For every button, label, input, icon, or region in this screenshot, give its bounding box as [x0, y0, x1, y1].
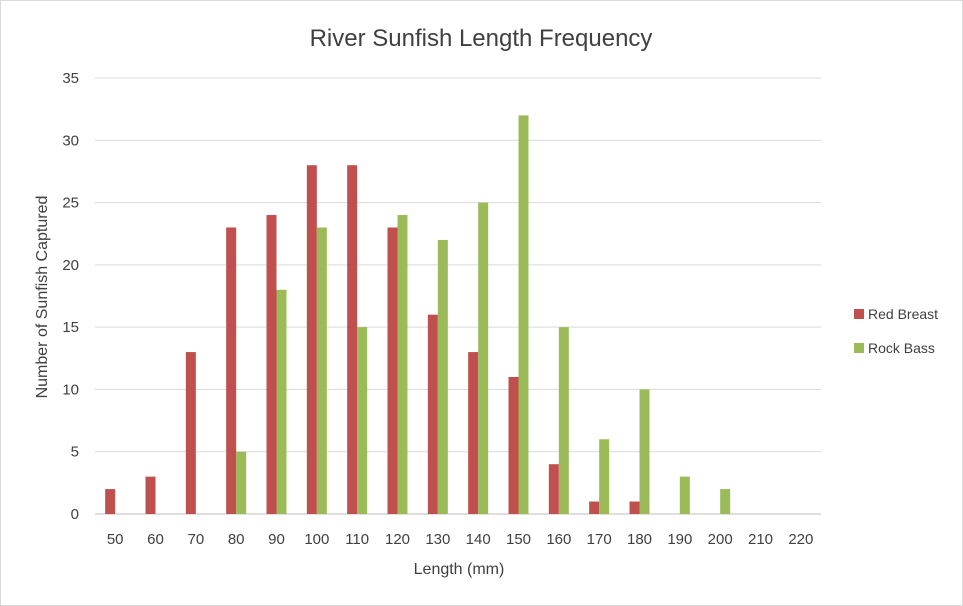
y-tick-label: 25: [62, 195, 79, 212]
bar-red-breast: [548, 464, 559, 514]
bar-red-breast: [508, 376, 519, 514]
bar-red-breast: [226, 227, 237, 514]
bar-red-breast: [468, 352, 479, 514]
x-tick-label: 160: [546, 531, 571, 548]
bar-rock-bass: [357, 327, 368, 514]
x-tick-label: 50: [107, 531, 124, 548]
x-tick-label: 70: [187, 531, 204, 548]
y-tick-label: 30: [62, 132, 79, 149]
y-tick-labels: 0 5 10 15 20 25 30 35: [62, 70, 79, 523]
bar-red-breast: [145, 476, 156, 514]
bar-red-breast: [387, 227, 398, 514]
legend-swatch: [854, 309, 864, 319]
bar-rock-bass: [639, 389, 650, 514]
legend-label: Red Breast: [868, 306, 938, 322]
y-tick-label: 10: [62, 381, 79, 398]
y-tick-label: 15: [62, 319, 79, 336]
y-tick-label: 35: [62, 70, 79, 87]
x-tick-labels: 50 60 70 80 90 100 110 120 130 140 150 160 170 180 190…: [107, 531, 814, 548]
bar-red-breast: [306, 165, 317, 514]
bar-rock-bass: [599, 439, 610, 514]
x-tick-label: 100: [304, 531, 329, 548]
bars: [105, 115, 731, 515]
chart-title: River Sunfish Length Frequency: [310, 25, 653, 52]
x-tick-label: 220: [788, 531, 813, 548]
gridlines: [95, 77, 821, 515]
y-tick-label: 0: [71, 506, 79, 523]
x-tick-label: 170: [587, 531, 612, 548]
bar-red-breast: [105, 489, 116, 514]
x-tick-label: 150: [506, 531, 531, 548]
bar-red-breast: [266, 215, 277, 514]
bar-rock-bass: [720, 489, 731, 514]
x-tick-label: 120: [385, 531, 410, 548]
x-tick-label: 140: [466, 531, 491, 548]
bar-red-breast: [427, 314, 438, 514]
bar-rock-bass: [558, 327, 569, 514]
bar-red-breast: [589, 501, 600, 514]
x-tick-label: 90: [268, 531, 285, 548]
bar-rock-bass: [679, 476, 690, 514]
x-tick-label: 180: [627, 531, 652, 548]
bar-rock-bass: [236, 451, 247, 514]
bar-red-breast: [629, 501, 640, 514]
y-tick-label: 20: [62, 257, 79, 274]
x-tick-label: 190: [667, 531, 692, 548]
bar-rock-bass: [397, 215, 408, 514]
x-axis-label: Length (mm): [414, 561, 505, 578]
x-tick-label: 130: [425, 531, 450, 548]
x-tick-label: 200: [708, 531, 733, 548]
bar-rock-bass: [316, 227, 327, 514]
bar-red-breast: [185, 352, 196, 514]
x-tick-label: 60: [147, 531, 164, 548]
legend-label: Rock Bass: [868, 340, 935, 356]
bar-rock-bass: [276, 289, 287, 514]
y-axis-label: Number of Sunfish Captured: [34, 196, 51, 399]
y-tick-label: 5: [71, 444, 79, 461]
bar-red-breast: [347, 165, 358, 514]
x-tick-label: 210: [748, 531, 773, 548]
x-tick-label: 80: [228, 531, 245, 548]
bar-rock-bass: [518, 115, 529, 514]
bar-rock-bass: [478, 202, 489, 515]
x-tick-label: 110: [345, 531, 369, 548]
bar-rock-bass: [437, 239, 448, 514]
legend: Red Breast Rock Bass: [854, 306, 938, 356]
legend-swatch: [854, 343, 864, 353]
